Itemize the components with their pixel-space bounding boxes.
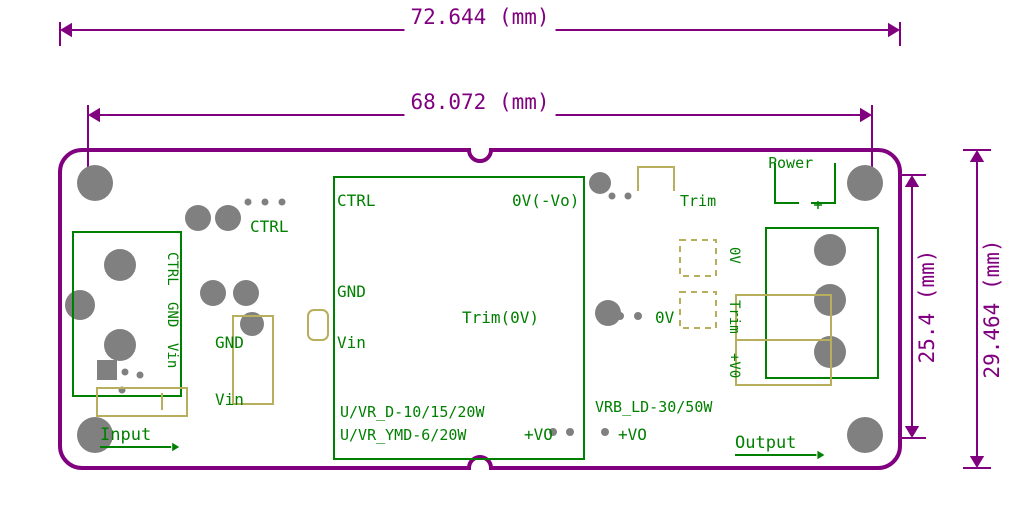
pad-circle [215, 205, 241, 231]
khaki-shape [308, 310, 328, 340]
pad-circle [589, 172, 611, 194]
label-vrb-ld-30-50w: VRB_LD-30/50W [595, 398, 713, 416]
label-vin: Vin [215, 390, 244, 409]
label-gnd: GND [215, 333, 244, 352]
label-input: Input [100, 425, 151, 445]
dot [634, 312, 642, 320]
label-u-vr-d-10-15-20w: U/VR_D-10/15/20W [340, 403, 485, 421]
dimension-width-outer: 72.644 (mm) [410, 5, 549, 29]
dot [566, 428, 574, 436]
dimension-height-inner: 25.4 (mm) [915, 250, 939, 364]
khaki-dash [680, 292, 716, 328]
label-gnd: GND [337, 282, 366, 301]
vlabel-gnd: GND [164, 302, 180, 327]
vlabel-ctrl: CTRL [164, 252, 180, 286]
dot [616, 312, 624, 320]
dot [609, 193, 616, 200]
dot [625, 193, 632, 200]
pad-circle [847, 417, 883, 453]
dot [601, 428, 609, 436]
label-trim-0v-: Trim(0V) [462, 308, 539, 327]
label--vo: +VO [524, 425, 553, 444]
vlabel--v0: +V0 [726, 353, 742, 378]
pad-circle [595, 300, 621, 326]
khaki-bracket [638, 167, 674, 191]
label-0v: 0V [655, 308, 675, 327]
dot [122, 369, 129, 376]
pad-circle [233, 280, 259, 306]
pad-circle [847, 165, 883, 201]
label-vin: Vin [337, 333, 366, 352]
vlabel-vin: Vin [164, 343, 180, 368]
label--vo: +VO [618, 425, 647, 444]
label-ctrl: CTRL [250, 217, 289, 236]
khaki-shape [97, 388, 187, 416]
label-u-vr-ymd-6-20w: U/VR_YMD-6/20W [340, 426, 467, 444]
pad-circle [814, 234, 846, 266]
dot [245, 199, 252, 206]
label-output: Output [735, 433, 796, 453]
dot [137, 372, 144, 379]
label-trim: Trim [680, 192, 716, 210]
dimension-width-inner: 68.072 (mm) [410, 90, 549, 114]
dot [279, 199, 286, 206]
pad-circle [185, 205, 211, 231]
label-power: Power [768, 154, 813, 172]
pad-square [97, 360, 117, 380]
vlabel-trim: Trim [726, 300, 742, 334]
khaki-dash [680, 240, 716, 276]
label-0v-vo-: 0V(-Vo) [512, 191, 579, 210]
label-ctrl: CTRL [337, 191, 376, 210]
pad-circle [104, 329, 136, 361]
dimension-height-outer: 29.464 (mm) [980, 239, 1004, 378]
pad-circle [77, 165, 113, 201]
dot [262, 199, 269, 206]
pad-circle [104, 249, 136, 281]
pad-circle [65, 290, 95, 320]
pad-circle [200, 280, 226, 306]
vlabel-0v: 0V [726, 247, 742, 264]
power-bracket [811, 163, 835, 203]
